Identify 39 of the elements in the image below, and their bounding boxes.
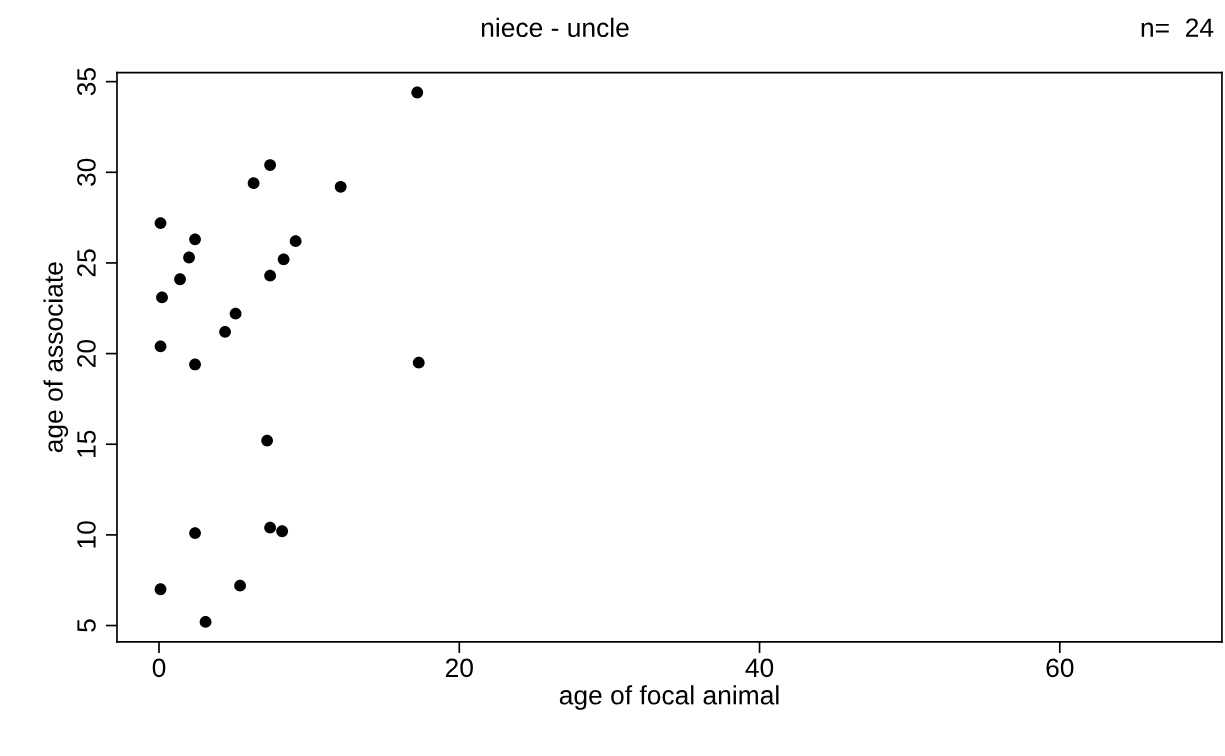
y-tick-label: 25 (77, 249, 96, 277)
y-tick-label: 20 (77, 339, 96, 367)
text: n= 24 (1141, 18, 1214, 37)
x-tick-label: 40 (745, 658, 774, 678)
point (412, 356, 425, 369)
point (174, 273, 186, 286)
point (264, 521, 277, 534)
point (264, 269, 277, 282)
point (234, 579, 246, 592)
point (189, 527, 201, 539)
point (277, 253, 290, 266)
point (247, 177, 260, 190)
point (183, 251, 195, 264)
point (189, 358, 201, 371)
point (334, 180, 347, 193)
y-axis-title: age of associate (43, 262, 69, 453)
point (229, 307, 242, 320)
y-tick-label: 35 (77, 68, 96, 96)
point (411, 86, 424, 99)
point (289, 235, 302, 248)
y-tick-label: 10 (77, 521, 96, 548)
point (261, 434, 274, 447)
y-tick-label: 5 (77, 619, 96, 632)
chart-title: niece - uncle (481, 17, 629, 38)
y-tick-label: 30 (77, 158, 96, 186)
point (154, 217, 167, 229)
point (199, 616, 212, 628)
y-tick-label: 15 (77, 430, 96, 457)
x-axis-title: age of focal animal (559, 685, 779, 710)
point (154, 340, 167, 353)
point (219, 325, 231, 338)
x-tick-label: 60 (1046, 658, 1074, 678)
point (156, 291, 168, 304)
point (154, 583, 167, 596)
x-tick-label: 0 (152, 658, 166, 678)
point (189, 233, 201, 246)
x-tick-label: 20 (445, 658, 473, 678)
point (276, 525, 289, 538)
point (264, 159, 277, 171)
